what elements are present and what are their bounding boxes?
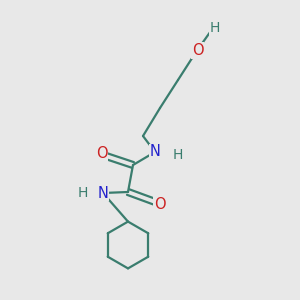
Text: H: H [173, 148, 183, 162]
Text: O: O [96, 146, 107, 161]
Text: H: H [78, 186, 88, 200]
Text: O: O [154, 197, 165, 212]
Text: H: H [209, 21, 220, 35]
Text: N: N [98, 185, 108, 200]
Text: O: O [192, 43, 203, 58]
Text: N: N [150, 145, 160, 160]
